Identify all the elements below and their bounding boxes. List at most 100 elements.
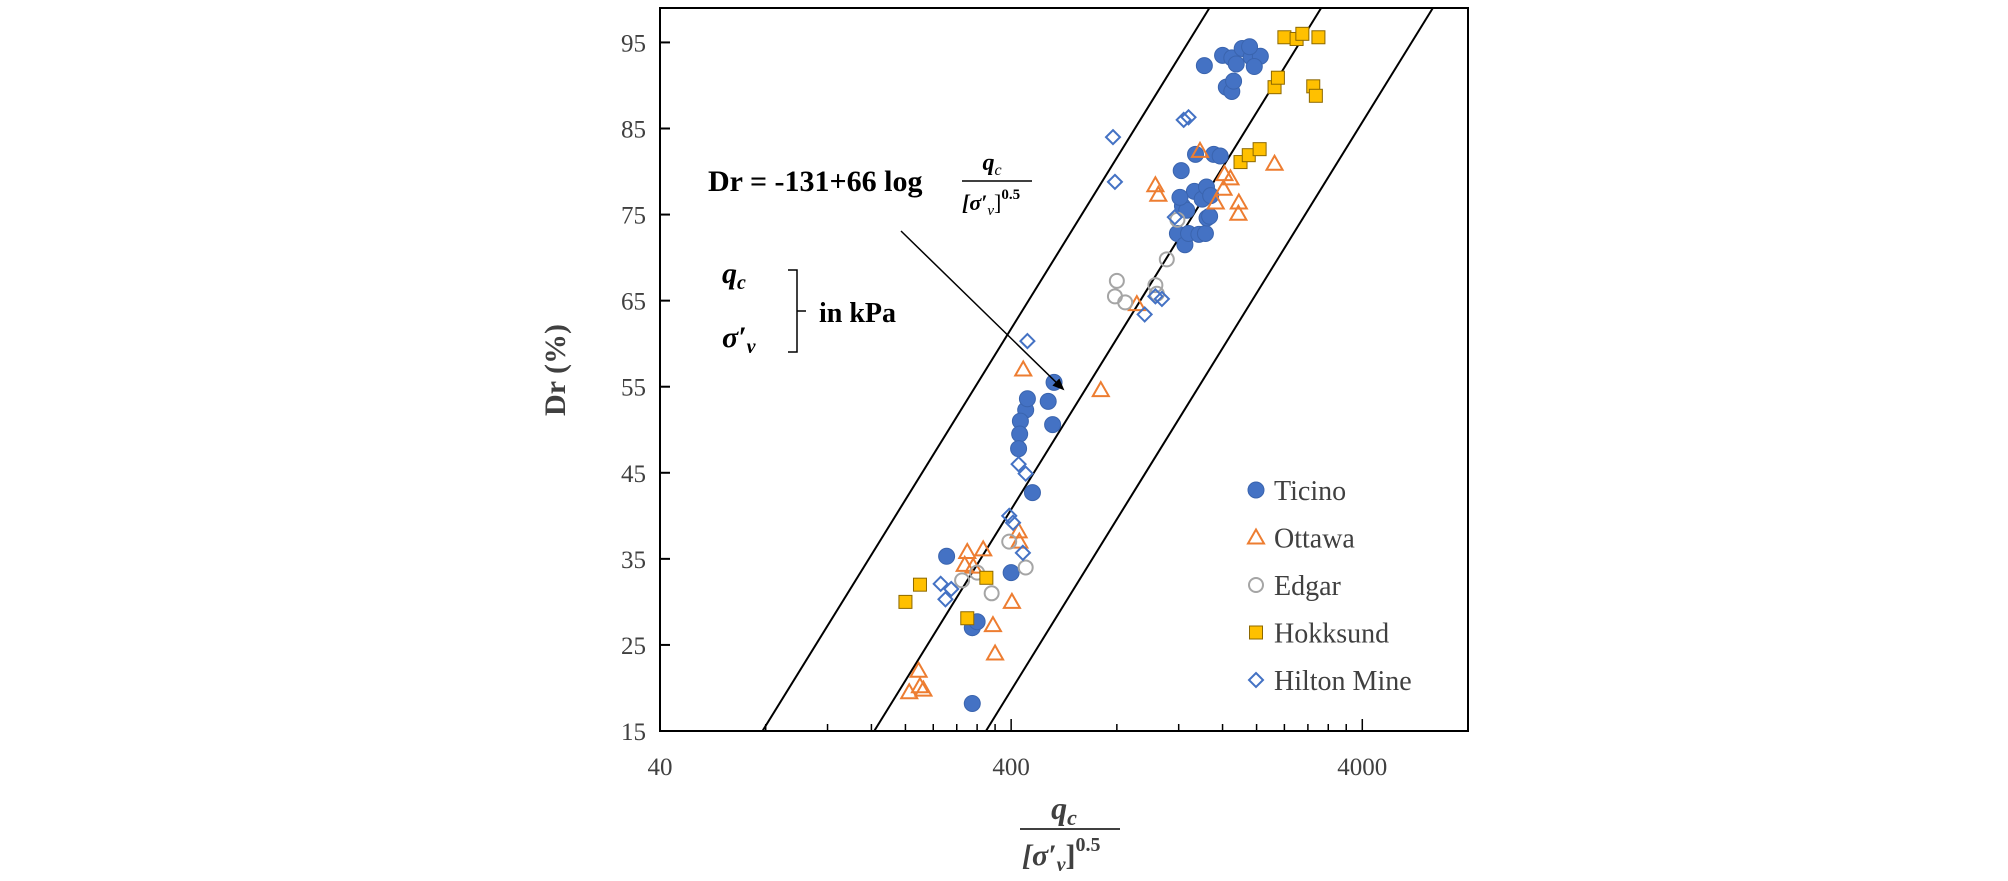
- ticino-point: [1011, 425, 1029, 443]
- legend-label-edgar: Edgar: [1274, 571, 1342, 602]
- edgar-point: [1017, 559, 1034, 576]
- svg-text:qc: qc: [1051, 790, 1077, 830]
- hilton-mine-point: [942, 580, 960, 598]
- units-note-var2: σ′: [722, 321, 747, 354]
- ticino-point: [1039, 392, 1057, 410]
- ticino-point: [1023, 484, 1041, 502]
- hilton-mine-point: [1180, 108, 1197, 126]
- ottawa-point: [1264, 153, 1285, 171]
- ottawa-point: [954, 554, 975, 572]
- equation-frac-den-sub: v: [987, 203, 994, 219]
- ottawa-point: [1229, 192, 1249, 210]
- y-tick-label: 95: [621, 30, 646, 57]
- svg-text:[σ′v]0.5: [σ′v]0.5: [962, 187, 1020, 219]
- ticino-point: [1211, 147, 1229, 165]
- hokksund-point: [898, 594, 913, 609]
- svg-text:σ′v: σ′v: [722, 321, 757, 358]
- hilton-mine-point: [1136, 306, 1154, 323]
- x-tick-label: 400: [992, 754, 1030, 781]
- x-axis-title-denominator-sub: v: [1057, 854, 1067, 876]
- y-axis-title: Dr (%): [539, 324, 572, 416]
- y-tick-label: 65: [621, 289, 646, 316]
- ottawa-point: [910, 676, 930, 694]
- x-axis-title: qc [σ′v]0.5: [1020, 790, 1120, 876]
- x-axis-title-numerator-sub: c: [1067, 805, 1077, 830]
- edgar-point: [1117, 294, 1134, 311]
- units-note-var1-sub: c: [737, 272, 746, 294]
- x-axis-title-denominator-exp: 0.5: [1076, 834, 1101, 856]
- ottawa-point: [1190, 140, 1210, 158]
- ticino-point: [1245, 58, 1263, 76]
- y-tick-label: 25: [621, 633, 646, 660]
- legend-marker-hokksund: [1249, 625, 1263, 640]
- equation-frac-num-sub: c: [994, 162, 1001, 179]
- hilton-mine-point: [1014, 544, 1032, 562]
- units-note: qc σ′v in kPa: [722, 257, 896, 358]
- ottawa-point: [1213, 178, 1234, 196]
- edgar-point: [1108, 272, 1125, 289]
- hilton-mine-point: [1106, 173, 1124, 191]
- hokksund-point: [912, 577, 927, 592]
- legend-label-hokksund: Hokksund: [1274, 619, 1389, 650]
- ticino-point: [963, 694, 981, 712]
- legend-marker-hilton-mine: [1247, 671, 1265, 689]
- legend-label-hilton-mine: Hilton Mine: [1274, 666, 1412, 697]
- hilton-mine-point: [1153, 290, 1171, 308]
- ticino-point: [1201, 207, 1219, 225]
- legend-marker-ottawa: [1246, 527, 1266, 545]
- ottawa-point: [908, 660, 929, 678]
- trend-line: [761, 7, 1211, 732]
- equation-frac-num: q: [982, 150, 994, 176]
- hokksund-point: [1252, 142, 1267, 157]
- ottawa-point: [1008, 521, 1029, 539]
- hilton-mine-point: [1175, 111, 1193, 129]
- ticino-point: [1172, 162, 1190, 180]
- hokksund-point: [1311, 30, 1326, 45]
- plot-frame: [659, 7, 1469, 732]
- trend-line: [873, 7, 1322, 732]
- hokksund-point: [1270, 70, 1285, 85]
- units-note-bracket: [788, 269, 806, 353]
- ottawa-point: [1002, 591, 1022, 609]
- ottawa-point: [1013, 359, 1033, 377]
- edgar-point: [1158, 251, 1175, 268]
- x-axis-ticks: 40 400 4000: [648, 719, 1387, 781]
- ticino-point: [1225, 72, 1243, 90]
- edgar-point: [1147, 277, 1164, 294]
- ticino-point: [1045, 373, 1063, 391]
- hilton-mine-point: [1017, 465, 1035, 483]
- equation-arrow: [900, 230, 1065, 391]
- edgar-point: [983, 585, 1000, 602]
- ottawa-point: [973, 539, 993, 557]
- ottawa-point: [1091, 380, 1111, 398]
- ottawa-point: [1228, 203, 1249, 221]
- y-tick-label: 15: [621, 719, 646, 746]
- ticino-point: [1018, 390, 1036, 408]
- hilton-mine-point: [1166, 208, 1184, 226]
- hokksund-point: [979, 570, 994, 585]
- legend-marker-ticino: [1247, 481, 1265, 499]
- units-note-text: in kPa: [819, 298, 896, 329]
- hilton-mine-point: [937, 590, 954, 608]
- x-tick-label: 4000: [1337, 754, 1387, 781]
- y-tick-label: 35: [621, 547, 646, 574]
- hokksund-point: [1277, 30, 1292, 45]
- units-note-var1: q: [722, 257, 737, 290]
- x-tick-label: 40: [648, 754, 673, 781]
- ottawa-point: [1220, 168, 1241, 186]
- y-tick-label: 85: [621, 117, 646, 144]
- y-axis-ticks: 15 25 35 45 55 65 75 85 95: [621, 30, 670, 746]
- equation-lhs: Dr = -131+66 log: [708, 165, 922, 198]
- ottawa-point: [957, 541, 977, 559]
- legend-label-ticino: Ticino: [1274, 476, 1346, 507]
- ticino-point: [1010, 440, 1028, 458]
- svg-text:[σ′v]0.5: [σ′v]0.5: [1022, 834, 1101, 876]
- hilton-mine-point: [1104, 128, 1122, 146]
- ottawa-point: [1148, 184, 1169, 202]
- equation-frac-den-end: ]: [994, 190, 1001, 215]
- ticino-point: [938, 547, 956, 565]
- edgar-point: [1001, 533, 1018, 550]
- svg-text:qc: qc: [982, 150, 1001, 179]
- data-points: [898, 26, 1326, 712]
